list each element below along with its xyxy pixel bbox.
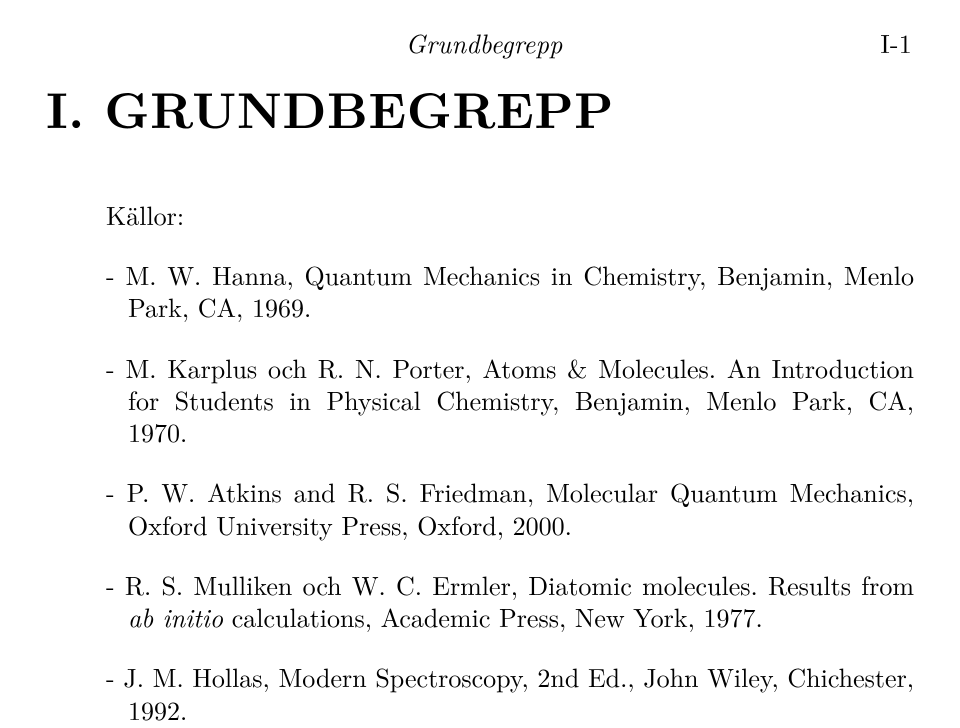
running-title: Grundbegrepp (46, 24, 880, 61)
page-number: I-1 (880, 24, 912, 61)
italic-phrase: ab initio (128, 598, 223, 635)
reference-item: - M. W. Hanna, Quantum Mechanics in Chem… (106, 259, 914, 323)
reference-item: - J. M. Hollas, Modern Spectroscopy, 2nd… (106, 661, 914, 725)
reference-item: - M. Karplus och R. N. Porter, Atoms & M… (106, 352, 914, 449)
reference-item: - R. S. Mulliken och W. C. Ermler, Diato… (106, 569, 914, 633)
page: Grundbegrepp I-1 I. GRUNDBEGREPP Källor:… (0, 0, 960, 647)
sources-label: Källor: (106, 199, 914, 231)
running-head: Grundbegrepp I-1 (46, 24, 914, 61)
page-title: I. GRUNDBEGREPP (46, 71, 914, 143)
reference-item: - P. W. Atkins and R. S. Friedman, Molec… (106, 476, 914, 540)
